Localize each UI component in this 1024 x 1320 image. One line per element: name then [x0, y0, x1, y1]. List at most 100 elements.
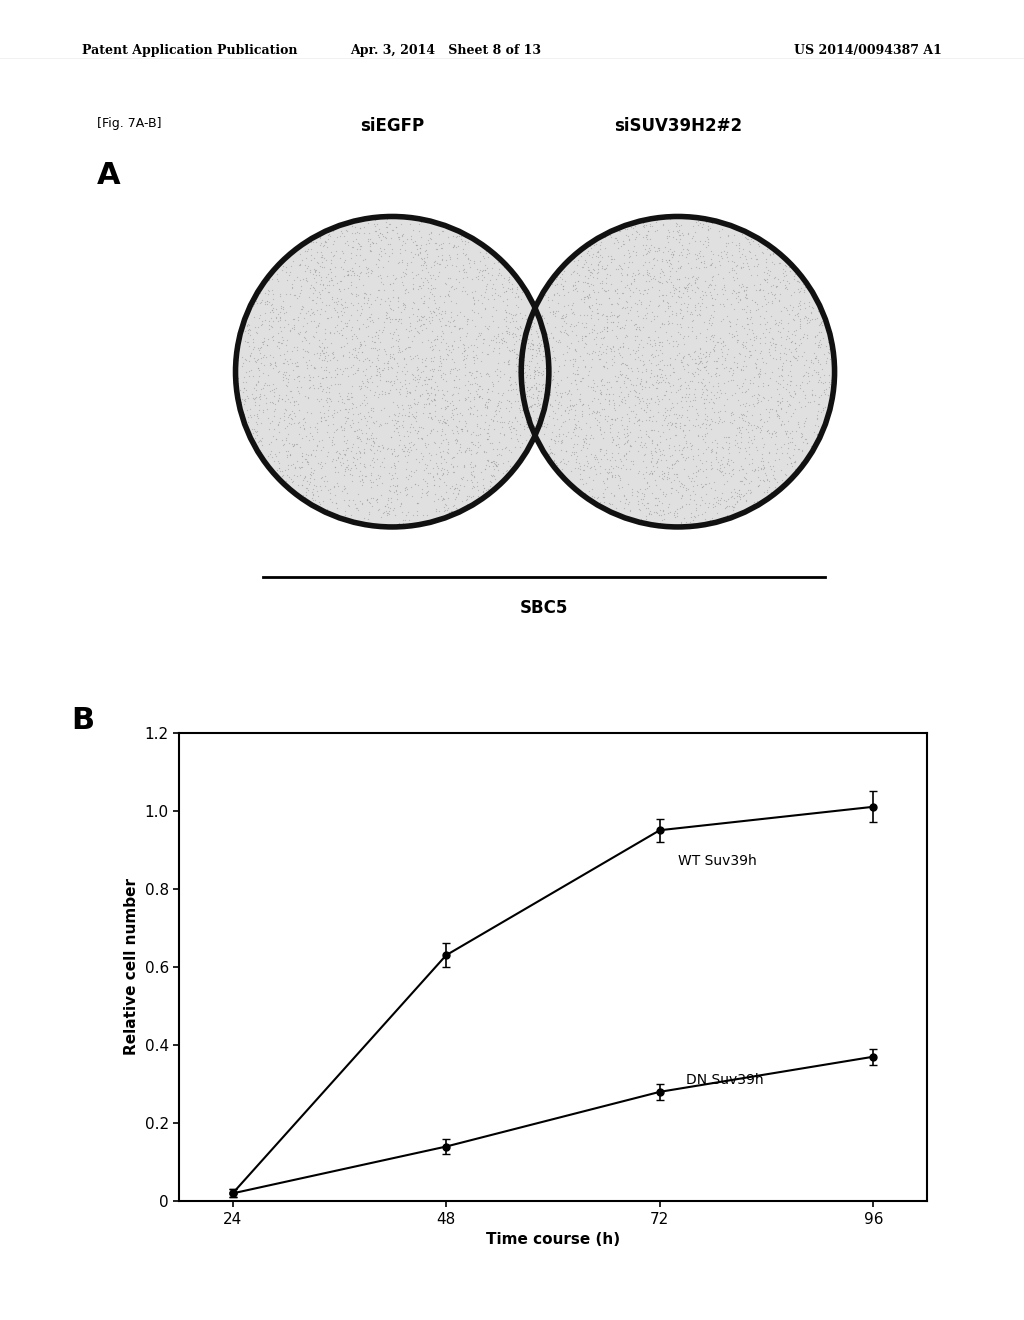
Point	[563, 294, 580, 315]
Point	[510, 286, 526, 308]
Point	[271, 407, 288, 428]
Point	[669, 228, 685, 249]
Point	[554, 383, 570, 404]
Point	[770, 383, 786, 404]
Point	[531, 397, 548, 418]
Point	[741, 231, 758, 252]
Point	[634, 436, 650, 457]
Point	[412, 310, 428, 331]
Point	[714, 279, 730, 300]
Point	[349, 347, 366, 368]
Point	[452, 368, 468, 389]
Point	[239, 371, 255, 392]
Point	[318, 308, 335, 329]
Point	[613, 389, 630, 411]
Point	[644, 430, 660, 451]
Point	[685, 215, 701, 236]
Point	[438, 333, 455, 354]
Point	[437, 412, 454, 433]
Point	[628, 314, 644, 335]
Point	[278, 399, 294, 420]
Point	[636, 486, 652, 507]
Point	[586, 327, 602, 348]
Point	[626, 412, 642, 433]
Point	[714, 247, 730, 268]
Point	[749, 264, 765, 285]
Point	[620, 404, 636, 425]
Point	[634, 378, 650, 399]
Point	[465, 286, 481, 308]
Point	[303, 487, 319, 508]
Point	[772, 348, 788, 370]
Point	[258, 392, 274, 413]
Point	[427, 371, 443, 392]
Point	[658, 272, 675, 293]
Point	[779, 442, 796, 463]
Point	[680, 252, 696, 273]
Point	[528, 372, 545, 393]
Point	[690, 425, 707, 446]
Point	[302, 370, 318, 391]
Point	[699, 215, 716, 236]
Point	[821, 371, 838, 392]
Point	[666, 463, 682, 484]
Point	[647, 378, 664, 399]
Point	[756, 412, 772, 433]
Point	[571, 417, 588, 438]
Point	[305, 375, 322, 396]
Point	[618, 355, 635, 376]
Point	[743, 433, 760, 454]
Point	[311, 345, 328, 366]
Point	[754, 242, 770, 263]
Point	[631, 223, 647, 244]
Point	[644, 257, 660, 279]
Point	[684, 389, 700, 411]
Point	[562, 348, 579, 370]
Point	[258, 347, 274, 368]
Point	[319, 471, 336, 492]
Point	[733, 483, 750, 504]
Point	[570, 264, 587, 285]
Point	[402, 383, 419, 404]
Point	[522, 335, 539, 356]
Point	[518, 429, 535, 450]
Point	[471, 261, 487, 282]
Point	[313, 247, 330, 268]
Point	[648, 249, 665, 271]
Point	[594, 375, 610, 396]
Point	[604, 426, 621, 447]
Text: [Fig. 7A-B]: [Fig. 7A-B]	[97, 116, 162, 129]
Point	[343, 504, 359, 525]
Point	[713, 381, 729, 403]
Point	[759, 312, 775, 333]
Point	[660, 437, 677, 458]
Point	[509, 286, 525, 308]
Point	[439, 396, 456, 417]
Point	[410, 235, 426, 256]
Point	[602, 450, 618, 471]
Point	[447, 416, 464, 437]
Point	[510, 362, 526, 383]
Point	[565, 444, 582, 465]
Point	[743, 404, 760, 425]
Point	[415, 293, 431, 314]
Point	[366, 451, 382, 473]
Point	[286, 391, 302, 412]
Point	[613, 271, 630, 292]
Point	[483, 329, 500, 350]
Point	[318, 376, 335, 397]
Point	[720, 224, 736, 246]
Point	[674, 308, 690, 329]
Point	[574, 437, 591, 458]
Point	[583, 238, 599, 259]
Point	[606, 341, 623, 362]
Point	[388, 477, 404, 498]
Point	[687, 269, 703, 290]
Point	[737, 286, 754, 308]
Point	[547, 347, 563, 368]
Point	[705, 331, 721, 352]
Point	[465, 433, 481, 454]
Point	[647, 513, 664, 535]
Point	[707, 487, 723, 508]
Point	[803, 352, 819, 374]
